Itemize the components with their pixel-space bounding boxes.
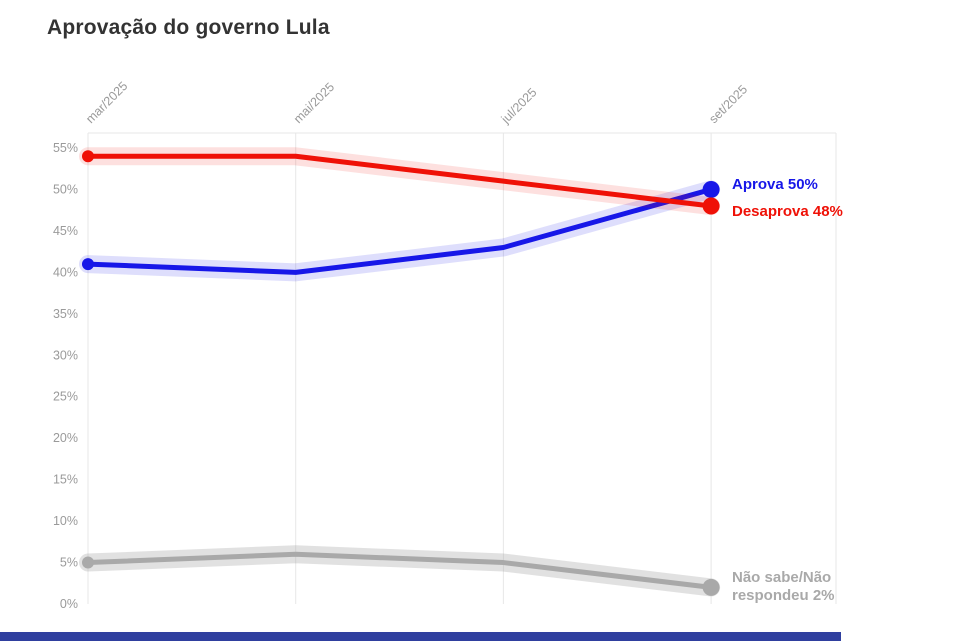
- y-axis-label: 30%: [53, 348, 78, 362]
- y-axis-label: 25%: [53, 390, 78, 404]
- legend-label-desaprova: Desaprova 48%: [732, 203, 843, 220]
- x-axis-label: mar/2025: [83, 79, 130, 126]
- y-axis-label: 35%: [53, 307, 78, 321]
- y-axis-label: 10%: [53, 514, 78, 528]
- footer-bar: [0, 632, 841, 641]
- x-axis-label: mai/2025: [291, 80, 337, 126]
- y-axis-label: 40%: [53, 265, 78, 279]
- series-start-dot-Aprova: [82, 258, 94, 271]
- y-axis-label: 15%: [53, 473, 78, 487]
- y-axis-label: 45%: [53, 224, 78, 238]
- y-axis-label: 55%: [53, 141, 78, 155]
- x-axis-label: jul/2025: [498, 85, 540, 127]
- y-axis-label: 20%: [53, 431, 78, 445]
- x-axis-label: set/2025: [706, 82, 750, 126]
- series-line-Desaprova: [85, 153, 714, 209]
- legend-label-nao-sabe: Não sabe/Não respondeu 2%: [732, 569, 835, 604]
- y-axis-label: 5%: [60, 556, 78, 570]
- y-axis-label: 50%: [53, 182, 78, 196]
- series-line-Não sabe/Não respondeu: [85, 551, 714, 590]
- series-start-dot-Desaprova: [82, 150, 94, 163]
- series-end-dot-Não sabe/Não respondeu: [702, 578, 720, 596]
- series-start-dot-Não sabe/Não respondeu: [82, 556, 94, 569]
- chart-title: Aprovação do governo Lula: [47, 16, 330, 39]
- y-axis-label: 0%: [60, 597, 78, 611]
- series-end-dot-Aprova: [702, 180, 720, 198]
- series-end-dot-Desaprova: [702, 197, 720, 215]
- legend-label-aprova: Aprova 50%: [732, 176, 818, 193]
- series-band-Desaprova: [79, 147, 721, 216]
- series-line-Aprova: [85, 186, 714, 275]
